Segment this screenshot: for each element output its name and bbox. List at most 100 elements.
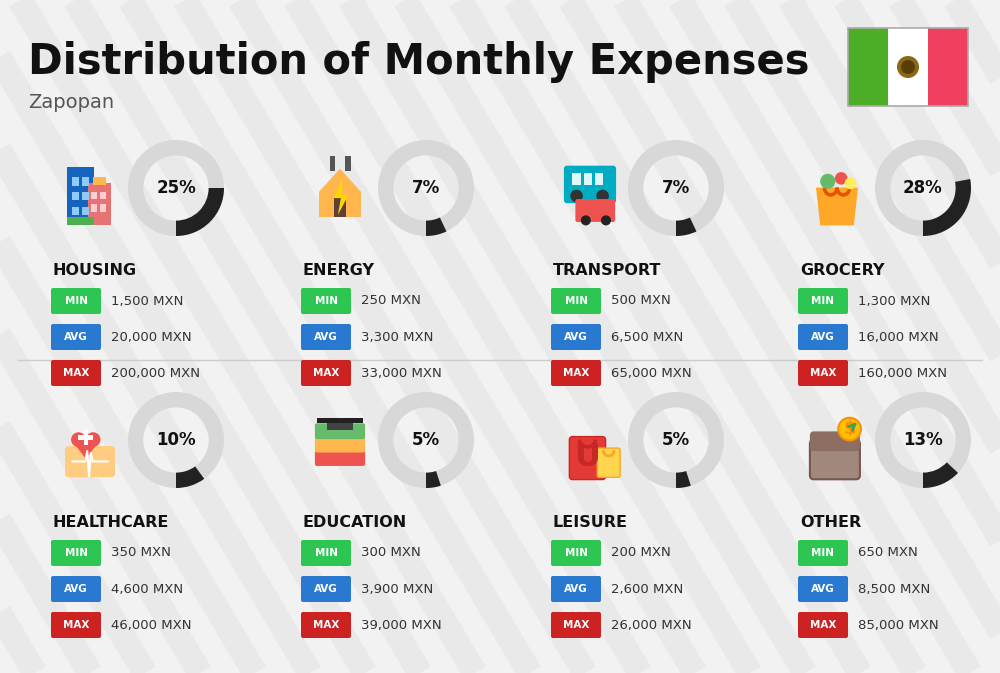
- Circle shape: [897, 56, 919, 78]
- Text: 1,300 MXN: 1,300 MXN: [858, 295, 930, 308]
- Text: 2,600 MXN: 2,600 MXN: [611, 583, 683, 596]
- Text: MAX: MAX: [563, 620, 589, 630]
- FancyBboxPatch shape: [551, 540, 601, 566]
- Text: 5%: 5%: [412, 431, 440, 449]
- Text: ENERGY: ENERGY: [303, 263, 375, 278]
- Bar: [67, 167, 94, 225]
- Text: GROCERY: GROCERY: [800, 263, 885, 278]
- FancyBboxPatch shape: [301, 324, 351, 350]
- FancyBboxPatch shape: [65, 446, 115, 477]
- Text: $: $: [843, 420, 856, 438]
- FancyBboxPatch shape: [51, 612, 101, 638]
- Text: Distribution of Monthly Expenses: Distribution of Monthly Expenses: [28, 41, 810, 83]
- FancyBboxPatch shape: [569, 437, 606, 480]
- Wedge shape: [875, 392, 971, 488]
- Text: 500 MXN: 500 MXN: [611, 295, 671, 308]
- Bar: [84, 430, 88, 445]
- Bar: [72, 192, 79, 200]
- Text: MIN: MIN: [564, 548, 588, 558]
- Bar: [72, 207, 79, 215]
- Text: 46,000 MXN: 46,000 MXN: [111, 618, 192, 631]
- Bar: [572, 173, 581, 184]
- Bar: [82, 177, 89, 186]
- Bar: [345, 156, 351, 171]
- FancyBboxPatch shape: [798, 540, 848, 566]
- FancyBboxPatch shape: [301, 288, 351, 314]
- Bar: [595, 173, 603, 184]
- Text: AVG: AVG: [564, 332, 588, 342]
- Wedge shape: [426, 217, 446, 236]
- Bar: [100, 205, 106, 212]
- Wedge shape: [875, 140, 971, 236]
- FancyBboxPatch shape: [315, 437, 365, 452]
- Wedge shape: [176, 466, 204, 488]
- Circle shape: [820, 174, 835, 189]
- Text: 85,000 MXN: 85,000 MXN: [858, 618, 939, 631]
- FancyBboxPatch shape: [810, 439, 860, 479]
- Text: MAX: MAX: [63, 620, 89, 630]
- Text: 13%: 13%: [903, 431, 943, 449]
- FancyBboxPatch shape: [798, 612, 848, 638]
- Text: 26,000 MXN: 26,000 MXN: [611, 618, 692, 631]
- Text: 10%: 10%: [156, 431, 196, 449]
- Circle shape: [835, 172, 848, 184]
- Text: 350 MXN: 350 MXN: [111, 546, 171, 559]
- Text: TRANSPORT: TRANSPORT: [553, 263, 661, 278]
- Text: 25%: 25%: [156, 179, 196, 197]
- Bar: [848, 28, 968, 106]
- Text: MAX: MAX: [63, 368, 89, 378]
- Circle shape: [596, 190, 609, 203]
- Text: 300 MXN: 300 MXN: [361, 546, 421, 559]
- FancyBboxPatch shape: [51, 324, 101, 350]
- Text: 65,000 MXN: 65,000 MXN: [611, 367, 692, 380]
- Text: U: U: [574, 441, 600, 472]
- Wedge shape: [426, 471, 441, 488]
- Circle shape: [845, 178, 856, 189]
- Bar: [91, 192, 97, 199]
- Text: 3,300 MXN: 3,300 MXN: [361, 330, 433, 343]
- FancyBboxPatch shape: [597, 448, 620, 477]
- Text: MAX: MAX: [810, 620, 836, 630]
- Text: 650 MXN: 650 MXN: [858, 546, 918, 559]
- Text: 28%: 28%: [903, 179, 943, 197]
- Bar: [78, 435, 93, 439]
- Text: MIN: MIN: [564, 296, 588, 306]
- Bar: [330, 156, 335, 171]
- Text: 250 MXN: 250 MXN: [361, 295, 421, 308]
- Bar: [327, 421, 353, 430]
- FancyBboxPatch shape: [564, 166, 616, 203]
- FancyBboxPatch shape: [575, 199, 615, 222]
- Circle shape: [581, 215, 591, 225]
- Text: MIN: MIN: [812, 296, 834, 306]
- Wedge shape: [923, 179, 971, 236]
- Wedge shape: [923, 462, 958, 488]
- Wedge shape: [676, 471, 691, 488]
- Circle shape: [838, 418, 861, 440]
- Text: AVG: AVG: [811, 584, 835, 594]
- Bar: [317, 418, 363, 423]
- Wedge shape: [128, 140, 224, 236]
- Text: 39,000 MXN: 39,000 MXN: [361, 618, 442, 631]
- Bar: [93, 177, 106, 184]
- Wedge shape: [128, 392, 224, 488]
- Polygon shape: [71, 439, 100, 459]
- FancyBboxPatch shape: [315, 423, 365, 439]
- Polygon shape: [334, 179, 348, 215]
- FancyBboxPatch shape: [798, 360, 848, 386]
- Wedge shape: [628, 392, 724, 488]
- Text: AVG: AVG: [314, 332, 338, 342]
- Text: MIN: MIN: [314, 548, 338, 558]
- Text: 1,500 MXN: 1,500 MXN: [111, 295, 183, 308]
- Text: 200 MXN: 200 MXN: [611, 546, 671, 559]
- FancyBboxPatch shape: [798, 324, 848, 350]
- Bar: [888, 28, 928, 106]
- Text: MIN: MIN: [64, 548, 88, 558]
- Bar: [67, 217, 94, 225]
- FancyBboxPatch shape: [810, 431, 860, 451]
- FancyBboxPatch shape: [51, 360, 101, 386]
- Text: MAX: MAX: [810, 368, 836, 378]
- Text: HOUSING: HOUSING: [53, 263, 137, 278]
- Text: LEISURE: LEISURE: [553, 515, 628, 530]
- FancyBboxPatch shape: [551, 360, 601, 386]
- FancyBboxPatch shape: [798, 288, 848, 314]
